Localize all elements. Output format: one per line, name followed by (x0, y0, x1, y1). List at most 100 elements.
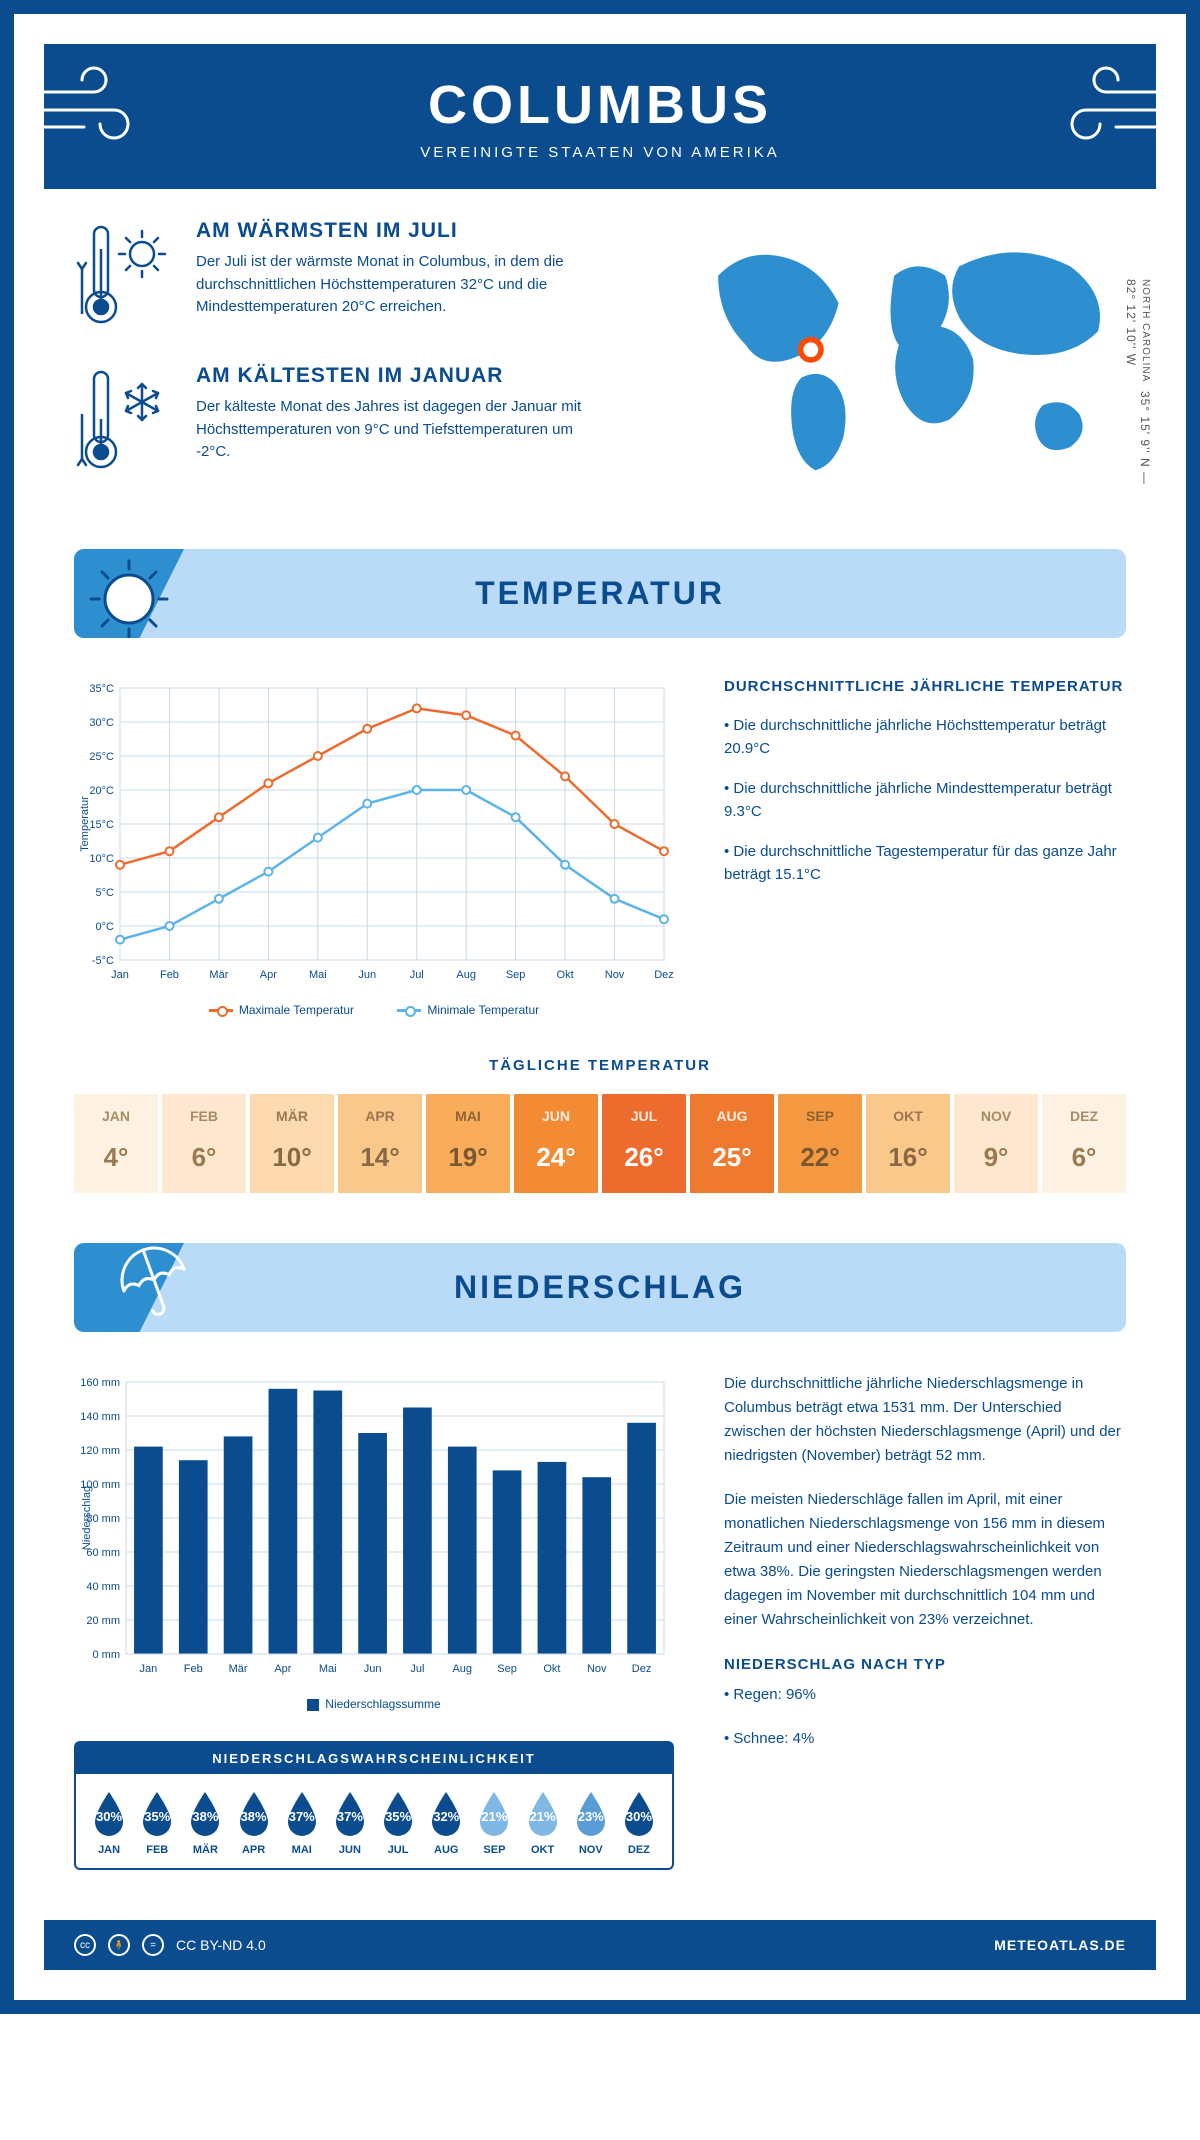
prob-cell: 38%APR (231, 1790, 277, 1856)
svg-text:Aug: Aug (456, 969, 476, 981)
precip-type-2: • Schnee: 4% (724, 1727, 1126, 1751)
svg-text:Mär: Mär (209, 969, 228, 981)
sun-icon (74, 549, 194, 638)
footer: cc 🧍 = CC BY-ND 4.0 METEOATLAS.DE (44, 1920, 1156, 1970)
temperature-line-chart: -5°C0°C5°C10°C15°C20°C25°C30°C35°CJanFeb… (74, 678, 674, 988)
wind-icon (39, 62, 149, 157)
prob-cell: 37%MAI (279, 1790, 325, 1856)
svg-text:Temperatur: Temperatur (79, 796, 91, 852)
page-frame: COLUMBUS VEREINIGTE STAATEN VON AMERIKA … (0, 0, 1200, 2014)
svg-text:160 mm: 160 mm (80, 1377, 120, 1389)
world-map: NORTH CAROLINA 35° 15' 9'' N — 82° 12' 1… (644, 219, 1126, 509)
prob-cell: 35%JUL (375, 1790, 421, 1856)
coordinates: NORTH CAROLINA 35° 15' 9'' N — 82° 12' 1… (1124, 279, 1152, 509)
chart-legend: Maximale Temperatur Minimale Temperatur (74, 1003, 674, 1017)
prob-cell: 35%FEB (134, 1790, 180, 1856)
daily-temp-cell: NOV9° (954, 1094, 1038, 1193)
svg-text:Jun: Jun (358, 969, 376, 981)
svg-text:Jul: Jul (410, 969, 424, 981)
precip-type-title: NIEDERSCHLAG NACH TYP (724, 1656, 1126, 1673)
temperature-banner: TEMPERATUR (74, 549, 1126, 638)
svg-text:Jul: Jul (410, 1663, 424, 1675)
avg-temp-title: DURCHSCHNITTLICHE JÄHRLICHE TEMPERATUR (724, 678, 1126, 695)
svg-text:5°C: 5°C (96, 887, 115, 899)
svg-text:10°C: 10°C (89, 853, 114, 865)
svg-text:Dez: Dez (632, 1663, 652, 1675)
daily-temp-cell: JUN24° (514, 1094, 598, 1193)
coldest-text: Der kälteste Monat des Jahres ist dagege… (196, 396, 604, 464)
daily-temp-cell: SEP22° (778, 1094, 862, 1193)
svg-text:40 mm: 40 mm (86, 1581, 120, 1593)
svg-text:20°C: 20°C (89, 785, 114, 797)
svg-text:Dez: Dez (654, 969, 674, 981)
by-icon: 🧍 (108, 1934, 130, 1956)
precipitation-heading: NIEDERSCHLAG (100, 1269, 1100, 1306)
precip-type-1: • Regen: 96% (724, 1683, 1126, 1707)
prob-cell: 30%JAN (86, 1790, 132, 1856)
daily-temp-cell: MÄR10° (250, 1094, 334, 1193)
chart-legend: Niederschlagssumme (74, 1697, 674, 1711)
svg-text:Apr: Apr (274, 1663, 291, 1675)
precip-p2: Die meisten Niederschläge fallen im Apri… (724, 1488, 1126, 1632)
prob-cell: 38%MÄR (182, 1790, 228, 1856)
avg-temp-b3: • Die durchschnittliche Tagestemperatur … (724, 841, 1126, 886)
svg-text:0 mm: 0 mm (93, 1649, 121, 1661)
wind-icon (1051, 62, 1161, 157)
avg-temp-b2: • Die durchschnittliche jährliche Mindes… (724, 778, 1126, 823)
svg-text:Okt: Okt (557, 969, 574, 981)
header-banner: COLUMBUS VEREINIGTE STAATEN VON AMERIKA (44, 44, 1156, 189)
svg-text:Mai: Mai (309, 969, 327, 981)
svg-text:Okt: Okt (543, 1663, 560, 1675)
prob-cell: 23%NOV (568, 1790, 614, 1856)
svg-text:Nov: Nov (587, 1663, 607, 1675)
site-name: METEOATLAS.DE (994, 1937, 1126, 1953)
daily-temp-cell: JAN4° (74, 1094, 158, 1193)
coldest-title: AM KÄLTESTEN IM JANUAR (196, 364, 604, 388)
prob-cell: 21%OKT (520, 1790, 566, 1856)
city-title: COLUMBUS (64, 74, 1136, 136)
svg-text:Apr: Apr (260, 969, 277, 981)
cc-icon: cc (74, 1934, 96, 1956)
svg-text:-5°C: -5°C (92, 955, 114, 967)
precipitation-probability-box: NIEDERSCHLAGSWAHRSCHEINLICHKEIT 30%JAN35… (74, 1741, 674, 1870)
svg-text:Feb: Feb (184, 1663, 203, 1675)
warmest-block: AM WÄRMSTEN IM JULI Der Juli ist der wär… (74, 219, 604, 334)
warmest-text: Der Juli ist der wärmste Monat in Columb… (196, 251, 604, 319)
svg-text:Mär: Mär (229, 1663, 248, 1675)
prob-cell: 37%JUN (327, 1790, 373, 1856)
precipitation-bar-chart: 0 mm20 mm40 mm60 mm80 mm100 mm120 mm140 … (74, 1372, 674, 1682)
avg-temp-b1: • Die durchschnittliche jährliche Höchst… (724, 715, 1126, 760)
daily-temp-cell: APR14° (338, 1094, 422, 1193)
svg-text:Feb: Feb (160, 969, 179, 981)
temperature-heading: TEMPERATUR (100, 575, 1100, 612)
svg-text:35°C: 35°C (89, 683, 114, 695)
daily-temp-cell: MAI19° (426, 1094, 510, 1193)
prob-title: NIEDERSCHLAGSWAHRSCHEINLICHKEIT (76, 1743, 672, 1774)
svg-text:Jun: Jun (364, 1663, 382, 1675)
daily-temp-cell: JUL26° (602, 1094, 686, 1193)
svg-text:Jan: Jan (140, 1663, 158, 1675)
daily-temp-cell: DEZ6° (1042, 1094, 1126, 1193)
thermometer-snow-icon (74, 364, 174, 479)
daily-temp-cell: OKT16° (866, 1094, 950, 1193)
daily-temp-title: TÄGLICHE TEMPERATUR (74, 1057, 1126, 1074)
warmest-title: AM WÄRMSTEN IM JULI (196, 219, 604, 243)
precip-p1: Die durchschnittliche jährliche Niedersc… (724, 1372, 1126, 1468)
svg-text:Nov: Nov (605, 969, 625, 981)
country-subtitle: VEREINIGTE STAATEN VON AMERIKA (64, 144, 1136, 161)
nd-icon: = (142, 1934, 164, 1956)
svg-text:30°C: 30°C (89, 717, 114, 729)
svg-text:15°C: 15°C (89, 819, 114, 831)
svg-text:Mai: Mai (319, 1663, 337, 1675)
thermometer-sun-icon (74, 219, 174, 334)
daily-temp-cell: FEB6° (162, 1094, 246, 1193)
svg-text:Sep: Sep (506, 969, 526, 981)
precipitation-banner: NIEDERSCHLAG (74, 1243, 1126, 1332)
svg-text:140 mm: 140 mm (80, 1411, 120, 1423)
svg-text:Jan: Jan (111, 969, 129, 981)
svg-text:Niederschlag: Niederschlag (81, 1486, 93, 1550)
svg-text:25°C: 25°C (89, 751, 114, 763)
daily-temp-cell: AUG25° (690, 1094, 774, 1193)
svg-text:Sep: Sep (497, 1663, 517, 1675)
prob-cell: 30%DEZ (616, 1790, 662, 1856)
